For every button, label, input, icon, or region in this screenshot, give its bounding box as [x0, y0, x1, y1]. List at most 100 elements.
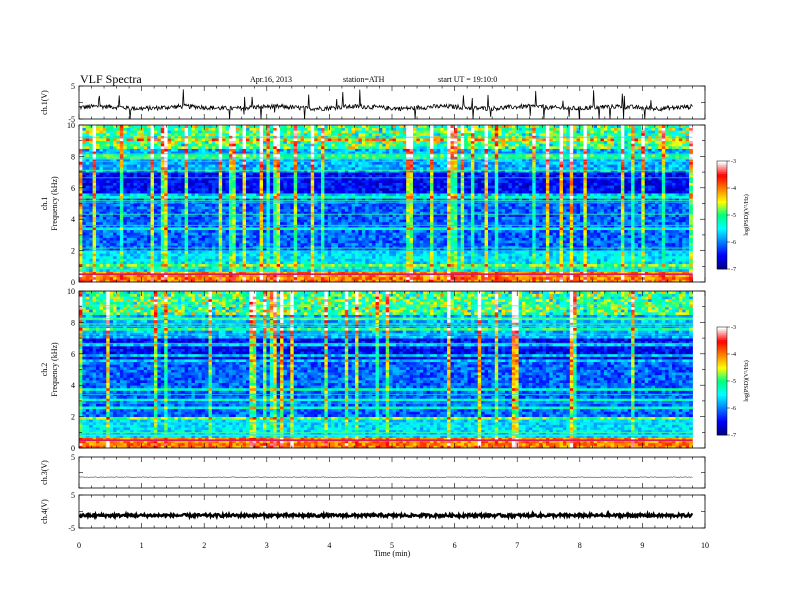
spectrogram-cell: [120, 183, 124, 186]
spectrogram-cell: [93, 232, 97, 235]
spectrogram-cell: [130, 146, 134, 149]
spectrogram-cell: [338, 230, 342, 233]
spectrogram-cell: [209, 175, 213, 178]
spectrogram-cell: [232, 206, 236, 209]
vlf-figure: VLF Spectra Apr.16, 2013 station=ATH sta…: [0, 0, 792, 612]
spectrogram-cell: [266, 162, 270, 165]
spectrogram-cell: [86, 224, 90, 227]
spectrogram-cell: [86, 219, 90, 222]
spectrogram-cell: [123, 204, 127, 207]
spectrogram-cell: [266, 238, 270, 241]
spectrogram-cell: [318, 146, 322, 149]
spectrogram-cell: [287, 167, 291, 170]
spectrogram-cell: [82, 180, 86, 183]
spectrogram-cell: [280, 143, 284, 146]
spectrogram-cell: [283, 206, 287, 209]
spectrogram-cell: [321, 190, 325, 193]
spectrogram-cell: [321, 183, 325, 186]
spectrogram-cell: [321, 243, 325, 246]
spectrogram-cell: [253, 167, 257, 170]
spectrogram-cell: [331, 206, 335, 209]
spectrogram-cell: [328, 190, 332, 193]
spectrogram-cell: [110, 204, 114, 207]
spectrogram-cell: [239, 217, 243, 220]
spectrogram-cell: [304, 190, 308, 193]
spectrogram-cell: [348, 235, 352, 238]
spectrogram-cell: [324, 167, 328, 170]
spectrogram-cell: [229, 190, 233, 193]
spectrogram-cell: [239, 253, 243, 256]
spectrogram-cell: [191, 224, 195, 227]
spectrogram-cell: [144, 227, 148, 230]
spectrogram-cell: [297, 130, 301, 133]
spectrogram-cell: [209, 149, 213, 152]
spectrogram-cell: [321, 209, 325, 212]
spectrogram-cell: [345, 180, 349, 183]
spectrogram-cell: [110, 196, 114, 199]
spectrogram-cell: [191, 269, 195, 272]
spectrogram-cell: [123, 183, 127, 186]
spectrogram-cell: [130, 238, 134, 241]
spectrogram-cell: [345, 235, 349, 238]
spectrogram-cell: [82, 162, 86, 165]
spectrogram-cell: [89, 224, 93, 227]
spectrogram-cell: [277, 146, 281, 149]
spectrogram-cell: [99, 183, 103, 186]
spectrogram-cell: [103, 128, 107, 131]
spectrogram-cell: [266, 253, 270, 256]
spectrogram-cell: [130, 240, 134, 243]
spectrogram-cell: [260, 269, 264, 272]
spectrogram-cell: [140, 138, 144, 141]
spectrogram-cell: [239, 180, 243, 183]
spectrogram-cell: [110, 232, 114, 235]
spectrogram-cell: [134, 185, 138, 188]
spectrogram-cell: [202, 138, 206, 141]
spectrogram-cell: [134, 235, 138, 238]
spectrogram-cell: [352, 256, 356, 259]
spectrogram-cell: [191, 154, 195, 157]
spectrogram-cell: [99, 258, 103, 261]
spectrogram-cell: [144, 243, 148, 246]
spectrogram-cell: [236, 193, 240, 196]
spectrogram-cell: [86, 188, 90, 191]
spectrogram-cell: [232, 238, 236, 241]
spectrogram-cell: [331, 185, 335, 188]
spectrogram-cell: [198, 261, 202, 264]
spectrogram-cell: [273, 138, 277, 141]
spectrogram-cell: [355, 256, 359, 259]
spectrogram-cell: [110, 269, 114, 272]
spectrogram-cell: [161, 222, 165, 225]
spectrogram-cell: [89, 130, 93, 133]
spectrogram-cell: [178, 167, 182, 170]
spectrogram-cell: [144, 217, 148, 220]
spectrogram-cell: [174, 141, 178, 144]
spectrogram-cell: [99, 235, 103, 238]
spectrogram-cell: [137, 162, 141, 165]
spectrogram-cell: [198, 188, 202, 191]
spectrogram-cell: [338, 243, 342, 246]
spectrogram-cell: [89, 154, 93, 157]
spectrogram-cell: [263, 217, 267, 220]
spectrogram-cell: [168, 222, 172, 225]
spectrogram-cell: [168, 185, 172, 188]
spectrogram-cell: [222, 264, 226, 267]
spectrogram-cell: [134, 206, 138, 209]
spectrogram-cell: [321, 258, 325, 261]
spectrogram-cell: [99, 209, 103, 212]
spectrogram-cell: [236, 222, 240, 225]
spectrogram-cell: [134, 222, 138, 225]
spectrogram-cell: [324, 206, 328, 209]
spectrogram-cell: [96, 188, 100, 191]
spectrogram-cell: [283, 154, 287, 157]
spectrogram-cell: [249, 209, 253, 212]
spectrogram-cell: [328, 204, 332, 207]
spectrogram-cell: [260, 222, 264, 225]
spectrogram-cell: [82, 232, 86, 235]
spectrogram-cell: [236, 219, 240, 222]
spectrogram-cell: [174, 183, 178, 186]
spectrogram-cell: [178, 256, 182, 259]
spectrogram-cell: [106, 164, 110, 167]
spectrogram-cell: [335, 204, 339, 207]
spectrogram-cell: [256, 164, 260, 167]
spectrogram-cell: [157, 143, 161, 146]
